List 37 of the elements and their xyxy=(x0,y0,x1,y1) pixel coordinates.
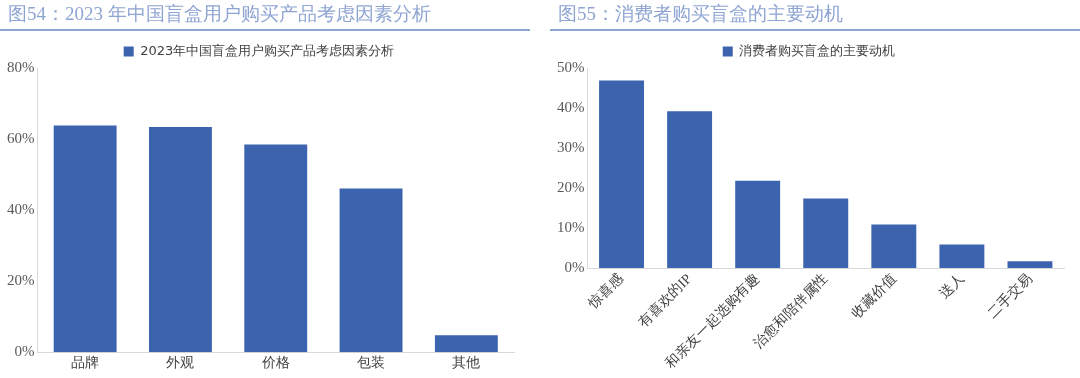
y-tick-label: 60% xyxy=(7,129,35,146)
x-tick-label: 二手交易 xyxy=(984,271,1035,322)
x-tick-label: 外观 xyxy=(166,355,195,371)
x-tick-label: 价格 xyxy=(260,355,290,371)
chart-title: 图54：2023 年中国盲盒用户购买产品考虑因素分析 xyxy=(0,2,530,31)
legend-label: 消费者购买盲盒的主要动机 xyxy=(739,42,896,58)
x-tick-label: 惊喜感 xyxy=(585,271,627,313)
y-tick-label: 0% xyxy=(14,343,35,360)
bar xyxy=(939,244,985,269)
y-tick-label: 30% xyxy=(557,138,585,155)
y-tick-label: 20% xyxy=(7,272,35,289)
x-tick-label: 其他 xyxy=(452,355,481,371)
y-tick-label: 20% xyxy=(557,178,585,195)
x-tick-label: 有喜欢的IP xyxy=(635,270,695,331)
bar xyxy=(339,188,403,353)
y-tick-label: 40% xyxy=(7,201,35,218)
legend-label: 2023年中国盲盒用户购买产品考虑因素分析 xyxy=(140,42,395,58)
bar xyxy=(434,335,498,353)
y-tick-label: 0% xyxy=(564,258,585,275)
y-tick-label: 80% xyxy=(7,58,35,75)
y-tick-label: 10% xyxy=(557,218,585,235)
bar xyxy=(1007,261,1053,269)
x-tick-label: 收藏价值 xyxy=(848,271,899,322)
x-tick-label: 包装 xyxy=(357,355,386,371)
x-tick-label: 送人 xyxy=(936,271,967,302)
chart-title: 图55：消费者购买盲盒的主要动机 xyxy=(550,2,1080,31)
bar xyxy=(244,144,308,353)
y-tick-label: 40% xyxy=(557,98,585,115)
bar xyxy=(667,111,713,269)
bar xyxy=(735,180,781,269)
y-tick-label: 50% xyxy=(557,58,585,75)
bar xyxy=(871,224,917,269)
bar xyxy=(599,80,644,269)
bar xyxy=(53,125,117,353)
bar xyxy=(149,126,212,353)
bar xyxy=(803,198,849,269)
x-tick-label: 品牌 xyxy=(71,355,100,371)
